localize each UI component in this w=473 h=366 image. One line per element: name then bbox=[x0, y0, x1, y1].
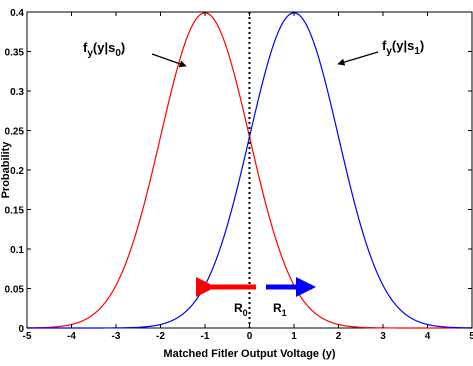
y-tick-label: 0.2 bbox=[10, 166, 24, 177]
region-right-sub: 1 bbox=[282, 308, 287, 318]
y-tick-label: 0 bbox=[18, 324, 24, 335]
y-tick-label: 0.35 bbox=[5, 48, 25, 59]
left-label-sub2: 0 bbox=[115, 48, 121, 59]
right-label-mid: (y|s bbox=[392, 38, 414, 53]
x-tick-label: 4 bbox=[425, 331, 431, 342]
x-axis-label: Matched Fitler Output Voltage (y) bbox=[163, 348, 335, 360]
region-right-label: R1 bbox=[273, 301, 287, 318]
ticks-layer: -5 -4 -3 -2 -1 0 1 2 3 4 5 0 0.05 0.1 0.15 0.2 0.25 0.3 0.… bbox=[5, 8, 473, 342]
x-tick-label: -5 bbox=[23, 331, 32, 342]
plot-area bbox=[26, 11, 473, 329]
region-left-label: R0 bbox=[234, 301, 248, 318]
right-label-pointer bbox=[337, 51, 379, 66]
x-tick-label: 3 bbox=[380, 331, 386, 342]
y-axis-label: Probability bbox=[0, 141, 12, 199]
left-label-mid: (y|s bbox=[93, 40, 115, 55]
y-tick-label: 0.1 bbox=[10, 245, 24, 256]
y-tick-label: 0.05 bbox=[5, 285, 25, 296]
left-label-sub: y bbox=[87, 48, 93, 59]
x-tick-label: 2 bbox=[336, 331, 342, 342]
left-label-end: ) bbox=[121, 40, 125, 55]
left-label-f: f bbox=[83, 40, 88, 55]
left-curve-label: fy(y|s0) bbox=[83, 40, 125, 59]
y-tick-label: 0.4 bbox=[10, 8, 24, 19]
left-label-pointer bbox=[151, 53, 187, 68]
region-right-main: R bbox=[273, 301, 282, 315]
x-tick-label: 0 bbox=[247, 331, 253, 342]
right-label-end: ) bbox=[420, 38, 424, 53]
x-tick-label: -2 bbox=[156, 331, 165, 342]
y-tick-label: 0.25 bbox=[5, 127, 25, 138]
series-line-1 bbox=[27, 12, 473, 329]
y-tick-label: 0.3 bbox=[10, 87, 24, 98]
right-curve-label: fy(y|s1) bbox=[382, 38, 424, 57]
series-layer bbox=[26, 12, 473, 329]
region-left-sub: 0 bbox=[243, 308, 248, 318]
right-label-sub: y bbox=[386, 46, 392, 57]
y-tick-label: 0.15 bbox=[5, 206, 25, 217]
x-tick-label: 5 bbox=[469, 331, 473, 342]
x-tick-label: 1 bbox=[291, 331, 297, 342]
right-label-sub2: 1 bbox=[414, 46, 420, 57]
x-tick-label: -1 bbox=[201, 331, 210, 342]
x-tick-label: -3 bbox=[112, 331, 121, 342]
x-tick-label: -4 bbox=[67, 331, 76, 342]
right-label-f: f bbox=[382, 38, 387, 53]
region-left-main: R bbox=[234, 301, 243, 315]
